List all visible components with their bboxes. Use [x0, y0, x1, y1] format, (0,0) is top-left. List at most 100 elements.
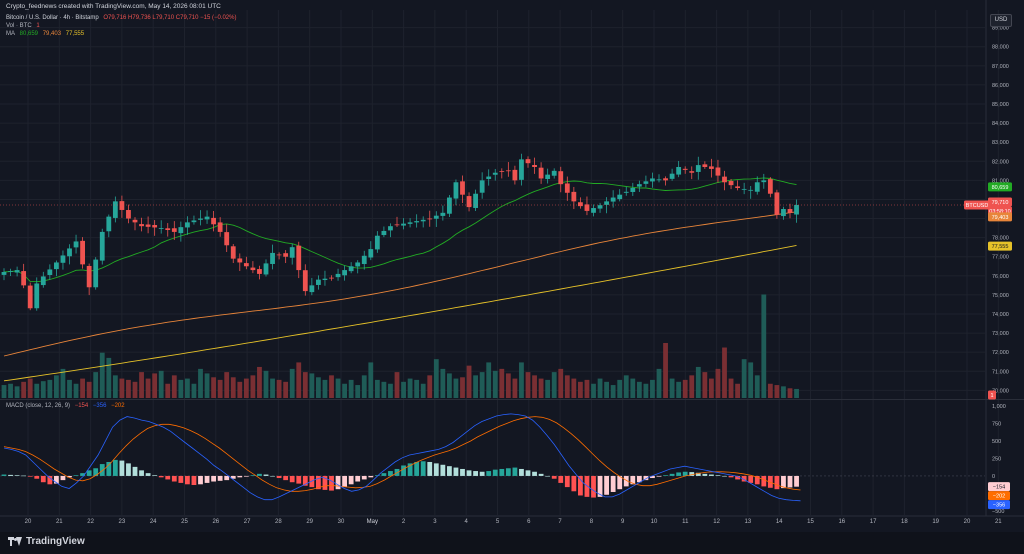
candle-body — [191, 220, 197, 223]
time-tick-label: 14 — [776, 519, 783, 525]
candle-body — [34, 283, 40, 309]
macd-signal-line — [3, 416, 801, 492]
macd-histogram-bar — [243, 475, 249, 477]
time-tick-label: 28 — [275, 519, 282, 525]
candle-body — [263, 263, 269, 275]
candle-body — [243, 263, 249, 267]
volume-bar — [263, 370, 269, 398]
macd-histogram-bar — [512, 467, 518, 476]
volume-bar — [106, 357, 112, 398]
volume-bar — [401, 381, 406, 398]
candle-body — [361, 255, 367, 265]
volume-bar — [656, 368, 662, 398]
price-tick-label: 77,000 — [992, 255, 1009, 261]
candle-body — [204, 216, 210, 220]
volume-bar — [473, 375, 478, 398]
macd-histogram-bar — [86, 470, 92, 476]
volume-bar — [591, 383, 596, 398]
macd-histogram-bar — [198, 475, 203, 485]
time-tick-label: 4 — [465, 519, 469, 525]
candle-body — [656, 179, 662, 181]
candle-body — [453, 182, 459, 199]
footer-bar — [0, 532, 1024, 554]
macd-signal-badge: −202 — [988, 491, 1010, 501]
candle-body — [106, 216, 112, 232]
macd-histogram-bar — [741, 475, 747, 482]
macd-histogram-bar — [152, 475, 158, 476]
volume-bar — [374, 379, 380, 398]
candle-body — [519, 159, 524, 180]
volume-bar — [204, 373, 210, 398]
volume-bar — [532, 375, 537, 398]
volume-bar — [250, 375, 256, 398]
candle-body — [709, 166, 714, 169]
macd-tick-label: 0 — [992, 474, 995, 480]
vol-badge-bg — [988, 390, 996, 400]
price-tick-label: 73,000 — [992, 331, 1009, 337]
candle-body — [473, 193, 478, 208]
ma3-badge-text: 77,555 — [992, 244, 1009, 250]
macd-histogram-bar — [414, 461, 420, 476]
candle-body — [754, 182, 760, 192]
price-tick-label: 83,000 — [992, 140, 1009, 146]
brand-logo[interactable]: TradingView — [8, 536, 85, 547]
candle-body — [67, 248, 72, 257]
ma-short-line — [3, 177, 797, 283]
macd-histogram-bar — [702, 473, 708, 476]
volume-bar — [237, 381, 243, 398]
legend-ma-label[interactable]: MA — [6, 31, 15, 37]
legend-vol-label[interactable]: Vol · BTC — [6, 23, 32, 29]
candle-body — [650, 178, 655, 182]
candle-body — [21, 271, 27, 286]
candle-body — [119, 201, 125, 210]
macd-histogram-bar — [8, 474, 13, 476]
time-tick-label: 17 — [870, 519, 877, 525]
macd-histogram-bar — [158, 475, 164, 478]
volume-bar — [604, 381, 609, 398]
candle-body — [374, 235, 380, 250]
macd-histogram-bar — [132, 466, 138, 476]
macd-tick-label: 250 — [992, 457, 1001, 463]
macd-histogram-bar — [551, 475, 557, 479]
legend-macd-line: −356 — [92, 403, 107, 409]
candle-body — [735, 186, 740, 188]
volume-bar — [40, 381, 46, 398]
time-tick-label: 20 — [964, 519, 971, 525]
legend-symbol[interactable]: Bitcoin / U.S. Dollar · 4h · Bitstamp — [6, 15, 99, 21]
currency-button[interactable]: USD — [990, 14, 1012, 27]
volume-bar — [289, 368, 295, 398]
candle-body — [139, 224, 144, 227]
volume-bar — [73, 383, 79, 398]
volume-bar — [54, 375, 59, 398]
candle-body — [93, 259, 99, 288]
macd-histogram-bar — [663, 475, 668, 476]
candle-body — [217, 222, 223, 232]
candle-body — [551, 170, 557, 176]
volume-bar — [767, 383, 773, 398]
volume-bar — [171, 375, 177, 398]
macd-histogram-bar — [519, 468, 524, 476]
candle-body — [695, 165, 701, 172]
ma1-badge-text: 80,659 — [992, 185, 1009, 191]
volume-bar — [558, 368, 564, 398]
candle-body — [499, 171, 505, 172]
candle-body — [492, 172, 498, 175]
macd-line-badge: −356 — [988, 500, 1010, 510]
volume-bar — [211, 377, 216, 398]
macd-histogram-bar — [578, 475, 583, 496]
price-badge-bg — [988, 197, 1012, 207]
volume-bar — [525, 372, 531, 398]
candle-body — [466, 196, 472, 208]
volume-bar — [283, 381, 289, 398]
macd-histogram-bar — [126, 463, 131, 476]
macd-histogram-bar — [682, 471, 688, 476]
ma1-badge-bg — [988, 182, 1012, 192]
volume-bar — [427, 375, 433, 398]
volume-bar — [682, 379, 688, 398]
volume-bar — [564, 375, 570, 398]
candle-body — [296, 245, 302, 271]
volume-bar — [597, 378, 603, 398]
volume-bar — [741, 359, 747, 398]
legend-macd-label[interactable]: MACD (close, 12, 26, 9) — [6, 403, 71, 409]
